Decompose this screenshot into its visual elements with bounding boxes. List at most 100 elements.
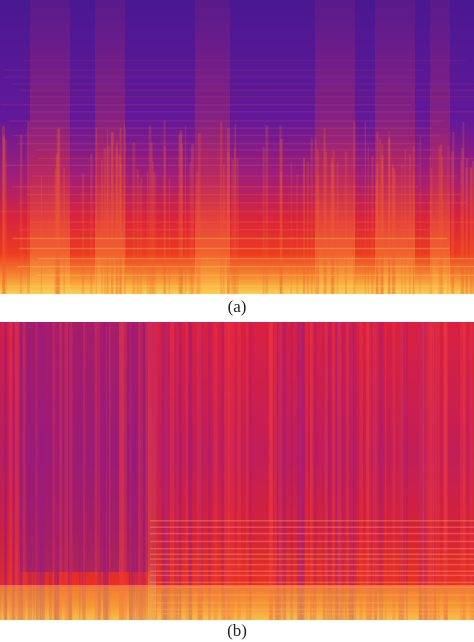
stripe: [349, 322, 354, 620]
stripe: [443, 322, 448, 620]
stripe: [108, 322, 111, 620]
stripe: [462, 322, 467, 620]
stripe: [348, 322, 351, 620]
stripe: [152, 161, 154, 294]
harmonic: [25, 193, 463, 196]
stripe: [438, 322, 440, 620]
stripe: [274, 322, 278, 620]
stripe: [317, 173, 319, 294]
harmonic: [150, 540, 474, 543]
stripe: [90, 154, 93, 294]
stripe: [376, 131, 379, 294]
stripe: [54, 322, 60, 620]
stripe: [472, 160, 474, 294]
stripe: [296, 322, 300, 620]
stripe: [351, 322, 354, 620]
stripe: [140, 322, 146, 620]
stripe: [398, 322, 401, 620]
harmonic: [150, 558, 474, 560]
stripe: [163, 120, 166, 294]
stripe: [268, 322, 273, 620]
harmonic: [150, 570, 474, 572]
stripe: [381, 144, 384, 294]
stripe: [55, 155, 58, 294]
stripe: [262, 146, 265, 294]
stripe: [2, 126, 6, 294]
stripe: [33, 322, 35, 620]
stripe: [450, 151, 454, 294]
harmonic: [35, 149, 443, 151]
stripe: [280, 171, 283, 294]
stripe: [4, 139, 7, 294]
stripe: [58, 322, 63, 620]
stripe: [39, 322, 42, 620]
harmonic: [3, 76, 418, 79]
stripe: [310, 138, 313, 294]
stripe: [213, 322, 218, 620]
stripe: [191, 143, 195, 294]
stripe: [155, 322, 158, 620]
stripe: [270, 322, 273, 620]
stripe: [366, 322, 372, 620]
stripe: [40, 322, 44, 620]
stripe: [408, 154, 412, 294]
stripe: [309, 322, 312, 620]
stripe: [393, 169, 396, 294]
harmonic: [23, 60, 466, 62]
stripe: [325, 151, 328, 294]
stripe: [351, 322, 355, 620]
stripe: [398, 322, 400, 620]
stripe: [188, 322, 192, 620]
spectrogram-background: [0, 322, 474, 620]
stripe: [401, 322, 403, 620]
stripe: [3, 322, 8, 620]
stripe: [290, 322, 293, 620]
stripe: [97, 322, 102, 620]
stripe: [276, 322, 281, 620]
stripe: [367, 145, 369, 294]
stripe: [138, 322, 142, 620]
stripe: [225, 322, 230, 620]
stripe: [124, 129, 126, 294]
stripe: [401, 162, 403, 294]
stripe: [301, 322, 305, 620]
stripe: [425, 322, 428, 620]
stripe: [375, 322, 378, 620]
harmonic: [8, 120, 445, 122]
stripe: [441, 156, 444, 294]
stripe: [153, 171, 156, 294]
stripe: [18, 322, 23, 620]
harmonic: [12, 134, 441, 137]
stripe: [180, 133, 183, 294]
stripe: [379, 322, 384, 620]
stripe: [128, 322, 131, 620]
stripe: [423, 322, 429, 620]
stripe: [388, 138, 391, 294]
stripe: [322, 322, 325, 620]
stripe: [429, 156, 431, 294]
stripe: [198, 133, 201, 294]
stripe: [340, 322, 345, 620]
stripe: [380, 155, 384, 294]
stripe: [83, 322, 86, 620]
stripe: [336, 322, 342, 620]
stripe: [2, 135, 5, 294]
stripe: [418, 322, 421, 620]
stripe: [228, 322, 233, 620]
stripe: [179, 322, 182, 620]
stripe: [412, 145, 415, 294]
stripe: [355, 322, 357, 620]
stripe: [430, 167, 433, 294]
stripe: [384, 322, 387, 620]
stripe: [323, 322, 328, 620]
stripe: [175, 322, 179, 620]
stripe: [447, 145, 449, 294]
spectrogram-b: [0, 322, 474, 620]
stripe: [299, 322, 303, 620]
stripe: [438, 322, 440, 620]
stripe: [208, 322, 211, 620]
stripe: [309, 322, 314, 620]
stripe: [359, 322, 363, 620]
stripe: [57, 127, 61, 294]
